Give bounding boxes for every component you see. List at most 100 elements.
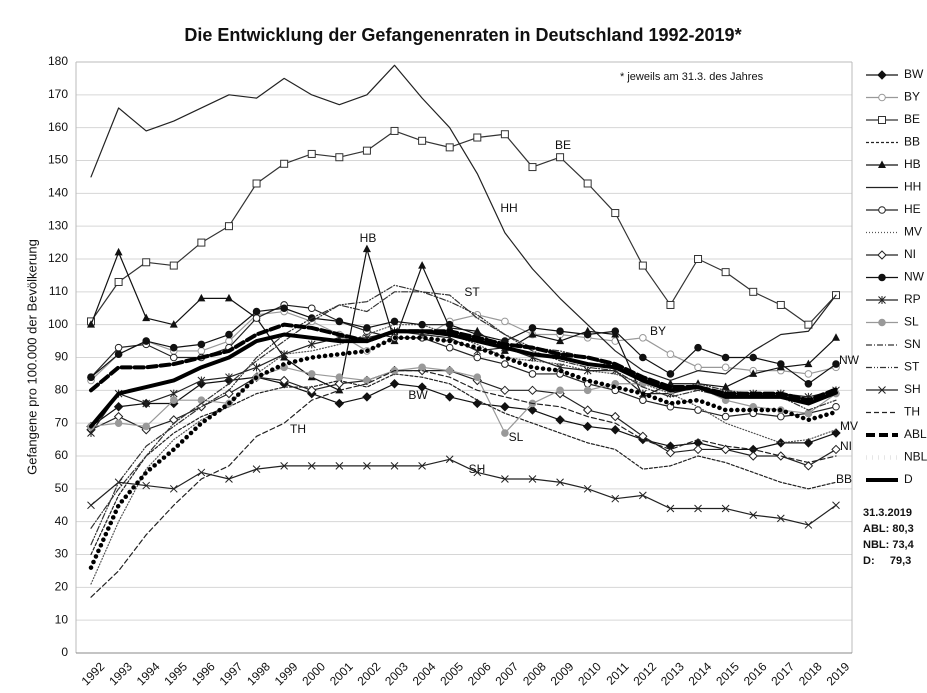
legend-marker bbox=[878, 160, 886, 168]
marker bbox=[362, 146, 371, 155]
legend-label: MV bbox=[904, 225, 922, 239]
data-line bbox=[90, 376, 837, 451]
line-label: SH bbox=[469, 462, 486, 476]
marker bbox=[225, 337, 233, 345]
marker bbox=[307, 304, 316, 313]
line-label: NW bbox=[839, 353, 860, 367]
marker bbox=[721, 382, 730, 391]
y-tick-label: 100 bbox=[48, 317, 68, 331]
data-line bbox=[90, 64, 837, 382]
marker bbox=[307, 370, 316, 378]
legend-label: D bbox=[904, 472, 913, 486]
legend-label: SN bbox=[904, 337, 921, 351]
marker bbox=[225, 373, 233, 382]
line-label: TH bbox=[290, 422, 306, 436]
legend-label: HE bbox=[904, 202, 921, 216]
marker bbox=[113, 402, 124, 412]
legend-marker bbox=[878, 116, 886, 124]
marker bbox=[831, 444, 841, 455]
marker bbox=[721, 353, 730, 362]
data-line bbox=[90, 370, 837, 598]
y-tick-label: 140 bbox=[48, 186, 68, 200]
line-label: BW bbox=[408, 388, 428, 402]
y-tick-label: 120 bbox=[48, 251, 68, 265]
marker bbox=[418, 136, 427, 145]
marker bbox=[197, 468, 206, 477]
marker bbox=[114, 478, 123, 487]
marker bbox=[142, 399, 151, 408]
data-line bbox=[88, 335, 839, 570]
marker bbox=[142, 258, 151, 267]
legend-label: ST bbox=[904, 360, 920, 374]
marker bbox=[611, 327, 620, 336]
chart-title: Die Entwicklung der Gefangenenraten in D… bbox=[184, 25, 741, 45]
marker bbox=[556, 327, 564, 336]
marker bbox=[280, 350, 289, 359]
marker bbox=[114, 350, 123, 359]
line-label: BY bbox=[650, 324, 666, 338]
legend-label: HB bbox=[904, 157, 921, 171]
marker bbox=[335, 153, 344, 162]
marker bbox=[362, 244, 371, 253]
data-line bbox=[89, 329, 838, 429]
marker bbox=[87, 429, 95, 438]
marker bbox=[197, 293, 206, 302]
marker bbox=[638, 431, 648, 442]
marker bbox=[582, 405, 593, 415]
marker bbox=[307, 461, 316, 470]
data-line bbox=[90, 370, 837, 467]
marker bbox=[501, 317, 509, 326]
series bbox=[90, 370, 837, 598]
marker bbox=[307, 340, 316, 349]
line-label: BB bbox=[836, 472, 852, 486]
marker bbox=[418, 320, 426, 329]
marker bbox=[334, 379, 345, 389]
marker bbox=[444, 392, 455, 402]
legend-label: BE bbox=[904, 112, 920, 126]
marker bbox=[721, 412, 730, 421]
marker bbox=[804, 409, 813, 418]
marker bbox=[804, 320, 813, 329]
marker bbox=[721, 268, 730, 277]
marker bbox=[555, 415, 565, 425]
y-tick-label: 10 bbox=[55, 612, 69, 626]
summary-text: D: 79,3 bbox=[863, 555, 911, 567]
marker bbox=[610, 411, 620, 422]
legend-label: NI bbox=[904, 247, 916, 261]
y-tick-label: 0 bbox=[61, 645, 68, 659]
marker bbox=[777, 412, 785, 421]
marker bbox=[417, 382, 427, 392]
legend-label: RP bbox=[904, 292, 921, 306]
summary-text: NBL: 73,4 bbox=[863, 539, 915, 551]
marker bbox=[500, 402, 510, 412]
marker bbox=[610, 425, 620, 435]
marker bbox=[611, 209, 620, 218]
marker bbox=[197, 376, 206, 385]
marker bbox=[749, 369, 758, 377]
marker bbox=[363, 461, 371, 470]
legend-marker bbox=[878, 273, 886, 282]
line-label: MV bbox=[840, 419, 858, 433]
marker bbox=[334, 398, 345, 409]
marker bbox=[693, 444, 703, 455]
series bbox=[88, 335, 839, 570]
marker bbox=[804, 359, 813, 368]
legend-label: NW bbox=[904, 270, 925, 284]
legend-label: BY bbox=[904, 90, 920, 104]
series bbox=[90, 64, 837, 382]
marker bbox=[390, 126, 399, 135]
y-tick-label: 90 bbox=[55, 350, 69, 364]
marker bbox=[501, 429, 509, 437]
y-tick-label: 40 bbox=[55, 514, 69, 528]
marker bbox=[556, 336, 565, 345]
marker bbox=[528, 475, 537, 483]
legend-marker bbox=[878, 296, 886, 304]
marker bbox=[473, 468, 482, 477]
marker bbox=[473, 353, 482, 362]
marker bbox=[583, 330, 592, 339]
y-tick-label: 70 bbox=[55, 415, 69, 429]
legend-label: BW bbox=[904, 67, 924, 81]
legend-label: HH bbox=[904, 180, 921, 194]
marker bbox=[749, 287, 758, 296]
